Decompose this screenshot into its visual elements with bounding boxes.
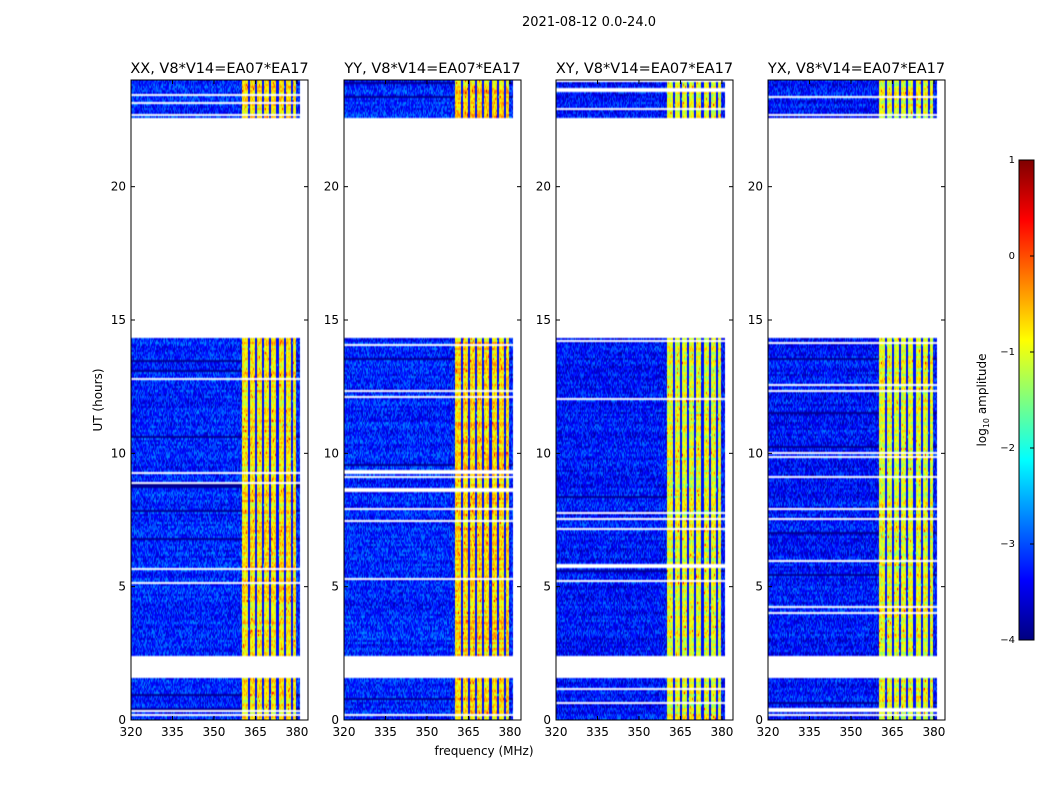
- y-tick-label: 0: [755, 713, 763, 727]
- y-tick-label: 20: [111, 180, 126, 194]
- heatmap-image: [344, 80, 521, 720]
- heatmap-panel: XX, V8*V14=EA07*EA17 320 335 350 365 380 0 5 10 1…: [111, 61, 309, 739]
- y-tick-label: 15: [748, 313, 763, 327]
- x-tick-label: 335: [161, 725, 184, 739]
- y-tick-label: 15: [111, 313, 126, 327]
- panel-frame: [130, 79, 309, 721]
- x-tick-label: 320: [333, 725, 356, 739]
- colorbar-label-sub: 10: [982, 418, 991, 428]
- y-tick-label: 5: [331, 580, 339, 594]
- x-tick-label: 350: [628, 725, 651, 739]
- colorbar-tick-label: 0: [1009, 251, 1015, 262]
- colorbar: log10 amplitude 10−1−2−3−4: [975, 155, 1035, 646]
- y-tick-label: 15: [324, 313, 339, 327]
- y-tick-label: 5: [543, 580, 551, 594]
- x-tick-label: 320: [757, 725, 780, 739]
- panel-title: YX, V8*V14=EA07*EA17: [767, 61, 945, 77]
- y-tick-label: 10: [748, 446, 763, 460]
- panel-title: YY, V8*V14=EA07*EA17: [343, 61, 520, 77]
- x-tick-label: 335: [586, 725, 609, 739]
- y-tick-label: 20: [536, 180, 551, 194]
- colorbar-label: log10 amplitude: [975, 354, 991, 447]
- panel-frame: [343, 79, 522, 721]
- heatmap-image: [556, 80, 733, 720]
- y-tick-label: 15: [536, 313, 551, 327]
- panel-title: XY, V8*V14=EA07*EA17: [556, 61, 733, 77]
- x-tick-label: 365: [669, 725, 692, 739]
- x-tick-label: 380: [922, 725, 945, 739]
- y-axis-label: UT (hours): [91, 368, 105, 431]
- figure-suptitle: 2021-08-12 0.0-24.0: [522, 15, 656, 30]
- panels-group: XX, V8*V14=EA07*EA17 320 335 350 365 380 0 5 10 1…: [111, 61, 946, 739]
- x-tick-label: 350: [840, 725, 863, 739]
- y-tick-label: 10: [536, 446, 551, 460]
- colorbar-tick-label: −3: [1000, 539, 1015, 550]
- heatmap-panel: XY, V8*V14=EA07*EA17 320 335 350 365 380 0 5 10 1…: [536, 61, 734, 739]
- x-tick-label: 350: [416, 725, 439, 739]
- x-tick-label: 335: [374, 725, 397, 739]
- y-tick-label: 10: [324, 446, 339, 460]
- x-tick-label: 380: [710, 725, 733, 739]
- colorbar-tick-label: −2: [1000, 443, 1015, 454]
- y-tick-label: 10: [111, 446, 126, 460]
- heatmap-image: [768, 80, 945, 720]
- x-axis-label: frequency (MHz): [434, 744, 533, 758]
- x-tick-label: 320: [545, 725, 568, 739]
- y-tick-label: 20: [748, 180, 763, 194]
- x-tick-label: 350: [203, 725, 226, 739]
- x-tick-label: 365: [457, 725, 480, 739]
- y-tick-label: 5: [755, 580, 763, 594]
- colorbar-tick-label: 1: [1009, 155, 1015, 166]
- y-tick-label: 0: [118, 713, 126, 727]
- y-tick-label: 5: [118, 580, 126, 594]
- x-tick-label: 320: [120, 725, 143, 739]
- x-tick-label: 380: [498, 725, 521, 739]
- heatmap-image: [131, 80, 308, 720]
- y-tick-label: 20: [324, 180, 339, 194]
- heatmap-panel: YX, V8*V14=EA07*EA17 320 335 350 365 380 0 5 10 1…: [748, 61, 946, 739]
- x-tick-label: 365: [244, 725, 267, 739]
- colorbar-gradient: [1018, 159, 1035, 641]
- x-tick-label: 380: [285, 725, 308, 739]
- y-tick-label: 0: [543, 713, 551, 727]
- colorbar-label-log: log: [975, 428, 989, 446]
- panel-frame: [555, 79, 734, 721]
- colorbar-label-amplitude: amplitude: [975, 354, 989, 418]
- y-tick-label: 0: [331, 713, 339, 727]
- x-tick-label: 365: [881, 725, 904, 739]
- heatmap-panel: YY, V8*V14=EA07*EA17 320 335 350 365 380 0 5 10 1…: [324, 61, 522, 739]
- x-tick-label: 335: [798, 725, 821, 739]
- panel-frame: [767, 79, 946, 721]
- panel-title: XX, V8*V14=EA07*EA17: [130, 61, 308, 77]
- colorbar-tick-label: −4: [1000, 635, 1015, 646]
- colorbar-tick-label: −1: [1000, 347, 1015, 358]
